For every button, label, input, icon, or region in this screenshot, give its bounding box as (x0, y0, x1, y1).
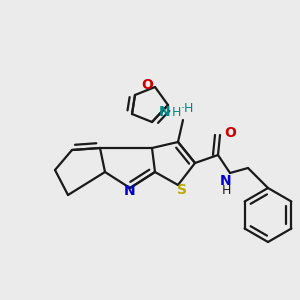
Text: O: O (141, 78, 153, 92)
Text: N: N (159, 105, 171, 119)
Text: H: H (171, 106, 181, 118)
Text: H: H (221, 184, 231, 197)
Text: O: O (224, 126, 236, 140)
Text: ·H: ·H (180, 101, 194, 115)
Text: S: S (177, 183, 187, 197)
Text: N: N (124, 184, 136, 198)
Text: N: N (220, 174, 232, 188)
